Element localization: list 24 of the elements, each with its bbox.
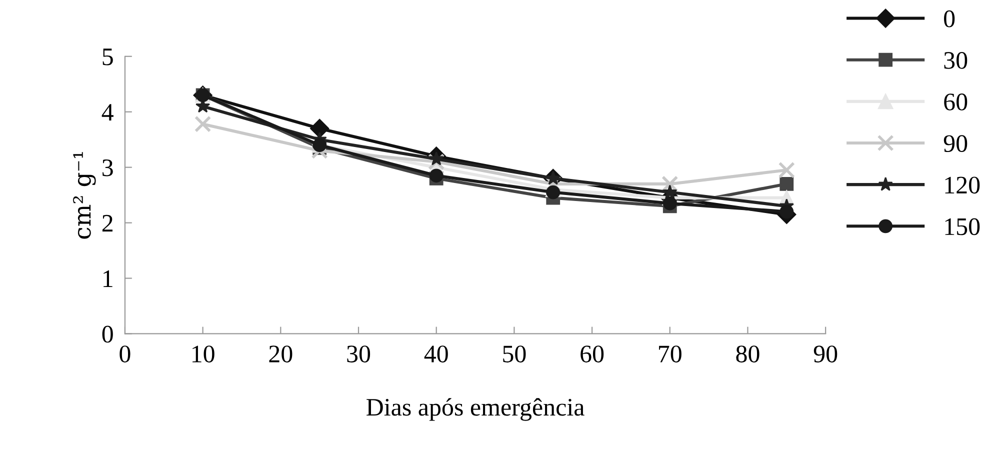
y-tick-label: 2 bbox=[102, 214, 112, 232]
x-tick-label: 30 bbox=[347, 346, 370, 362]
y-tick-label: 0 bbox=[102, 326, 113, 343]
x-tick-label: 70 bbox=[659, 346, 682, 362]
x-tick-label: 40 bbox=[424, 346, 448, 362]
y-tick-label: 1 bbox=[104, 270, 112, 287]
x-tick-label: 90 bbox=[814, 346, 838, 362]
y-tick-label: 5 bbox=[102, 48, 113, 66]
x-axis-title: Dias após emergência bbox=[366, 398, 584, 421]
legend-label: 60 bbox=[944, 94, 968, 110]
legend-label: 0 bbox=[944, 10, 955, 28]
legend-label: 30 bbox=[944, 52, 968, 69]
y-tick-label: 4 bbox=[102, 104, 114, 121]
x-tick-label: 10 bbox=[192, 346, 214, 362]
x-tick-label: 50 bbox=[503, 346, 526, 362]
x-tick-label: 60 bbox=[580, 346, 604, 362]
legend-label: 120 bbox=[945, 176, 980, 194]
x-tick-label: 80 bbox=[736, 346, 760, 362]
y-axis-title: cm² g⁻¹ bbox=[73, 152, 96, 239]
legend-label: 90 bbox=[944, 135, 968, 152]
legend-label: 150 bbox=[945, 218, 980, 236]
x-tick-label: 20 bbox=[269, 346, 292, 362]
x-tick-label: 0 bbox=[120, 346, 130, 362]
y-tick-label: 3 bbox=[102, 159, 113, 176]
